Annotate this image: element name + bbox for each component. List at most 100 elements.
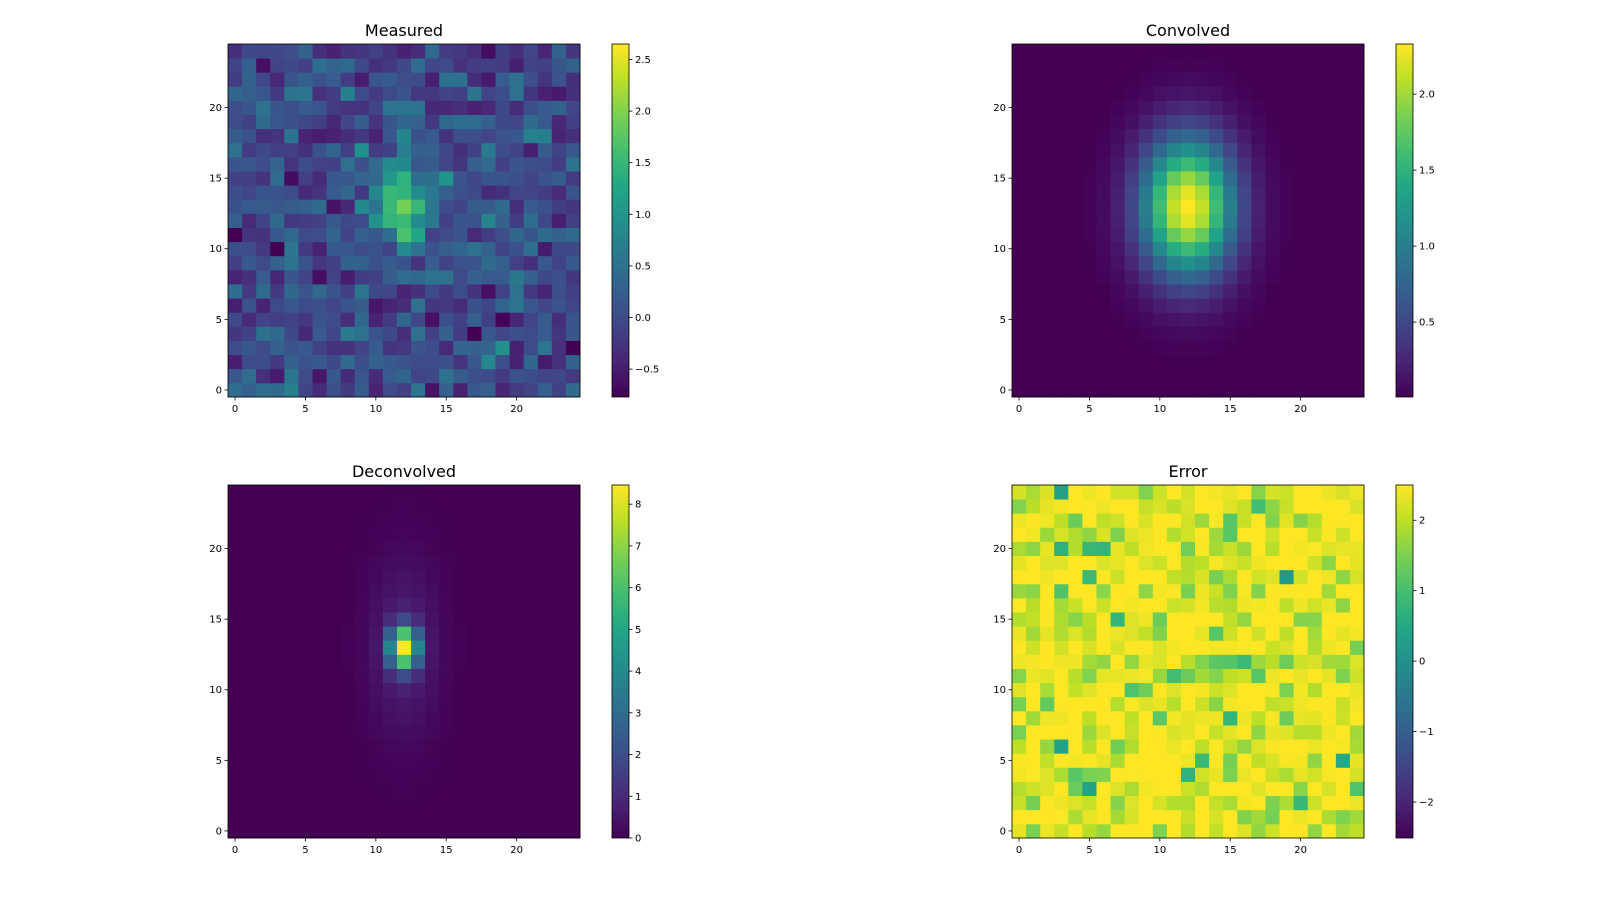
heatmap-cell (481, 100, 496, 115)
colorbar-tick-label: 7 (635, 541, 641, 552)
heatmap-cell (411, 185, 426, 200)
heatmap-cell (256, 156, 271, 172)
heatmap-cell (551, 128, 567, 144)
heatmap-cell (340, 382, 356, 398)
heatmap-cell (340, 513, 356, 528)
heatmap-cell (298, 156, 313, 172)
heatmap-cell (1307, 823, 1323, 839)
heatmap-cell (1096, 171, 1111, 186)
heatmap-cell (270, 626, 285, 641)
heatmap-cell (509, 668, 525, 684)
heatmap-cell (256, 255, 271, 271)
heatmap-cell (537, 499, 553, 514)
heatmap-cell (298, 682, 313, 698)
heatmap-cell (326, 142, 342, 158)
heatmap-cell (1096, 640, 1111, 655)
heatmap-cell (1209, 269, 1224, 285)
heatmap-cell (425, 100, 440, 115)
heatmap-cell (481, 753, 496, 768)
heatmap-cell (1068, 86, 1083, 101)
heatmap-cell (411, 485, 426, 500)
heatmap-cell (1321, 710, 1337, 726)
heatmap-cell (1068, 142, 1083, 158)
heatmap-cell (382, 185, 398, 200)
heatmap-cell (382, 597, 398, 613)
heatmap-cell (1279, 298, 1294, 313)
heatmap-cell (425, 255, 440, 271)
heatmap-cell (467, 569, 482, 585)
heatmap-cell (1321, 156, 1337, 172)
heatmap-cell (256, 284, 271, 299)
heatmap-cell (270, 753, 285, 768)
heatmap-cell (326, 485, 342, 500)
heatmap-cell (312, 739, 327, 754)
heatmap-cell (1307, 100, 1323, 115)
heatmap-cell (1082, 654, 1097, 669)
heatmap-cell (523, 753, 539, 768)
heatmap-cell (312, 171, 327, 186)
heatmap-cell (1012, 100, 1027, 115)
heatmap-cell (425, 213, 440, 228)
heatmap-cell (1321, 199, 1337, 214)
heatmap-cell (1237, 541, 1252, 556)
heatmap-cell (439, 142, 454, 158)
heatmap-cell (1279, 326, 1294, 341)
heatmap-cell (1152, 368, 1168, 384)
heatmap-cell (1237, 114, 1252, 130)
heatmap-cell (551, 809, 567, 825)
heatmap-cell (1307, 128, 1323, 144)
heatmap-cell (1349, 541, 1365, 556)
heatmap-cell (1152, 682, 1168, 698)
heatmap-cell (326, 114, 342, 130)
heatmap-cell (326, 255, 342, 271)
heatmap-cell (1138, 199, 1154, 214)
heatmap-cell (284, 58, 299, 73)
heatmap-cell (1012, 312, 1027, 327)
heatmap-cell (284, 499, 299, 514)
heatmap-cell (537, 72, 553, 87)
heatmap-cell (1195, 725, 1210, 740)
heatmap-cell (1068, 541, 1083, 556)
heatmap-cell (537, 298, 553, 313)
heatmap-cell (1110, 185, 1126, 200)
heatmap-cell (270, 185, 285, 200)
heatmap-cell (551, 725, 567, 740)
heatmap-cell (396, 340, 412, 356)
heatmap-cell (509, 597, 525, 613)
colorbar-tick-label: 2.5 (635, 55, 651, 66)
heatmap-cell (495, 142, 510, 158)
heatmap-cell (1054, 710, 1069, 726)
heatmap-cell (467, 340, 482, 356)
heatmap-cell (1195, 640, 1210, 655)
heatmap-cell (411, 382, 426, 398)
heatmap-cell (1124, 710, 1140, 726)
heatmap-cell (453, 312, 468, 327)
heatmap-cell (1293, 199, 1309, 214)
heatmap-cell (270, 100, 285, 115)
heatmap-cell (326, 58, 342, 73)
heatmap-cell (1321, 597, 1337, 613)
heatmap-cell (495, 668, 510, 684)
axes-frame (1011, 43, 1365, 398)
heatmap-cell (1251, 809, 1266, 825)
heatmap-cell (1279, 682, 1294, 698)
heatmap-cell (242, 612, 257, 627)
heatmap-cell (256, 569, 271, 585)
heatmap-cell (326, 626, 342, 641)
heatmap-cell (242, 171, 257, 186)
heatmap-cell (1307, 142, 1323, 158)
heatmap-cell (1335, 86, 1351, 101)
heatmap-cell (1209, 485, 1224, 500)
heatmap-cell (312, 682, 327, 698)
heatmap-cell (439, 767, 454, 782)
heatmap-cell (1209, 725, 1224, 740)
heatmap-cell (523, 368, 539, 384)
heatmap-cell (1040, 583, 1055, 599)
heatmap-cell (228, 171, 243, 186)
heatmap-cell (481, 213, 496, 228)
heatmap-cell (284, 626, 299, 641)
heatmap-cell (1012, 569, 1027, 585)
heatmap-cell (1209, 513, 1224, 528)
heatmap-cell (256, 58, 271, 73)
heatmap-cell (396, 171, 412, 186)
